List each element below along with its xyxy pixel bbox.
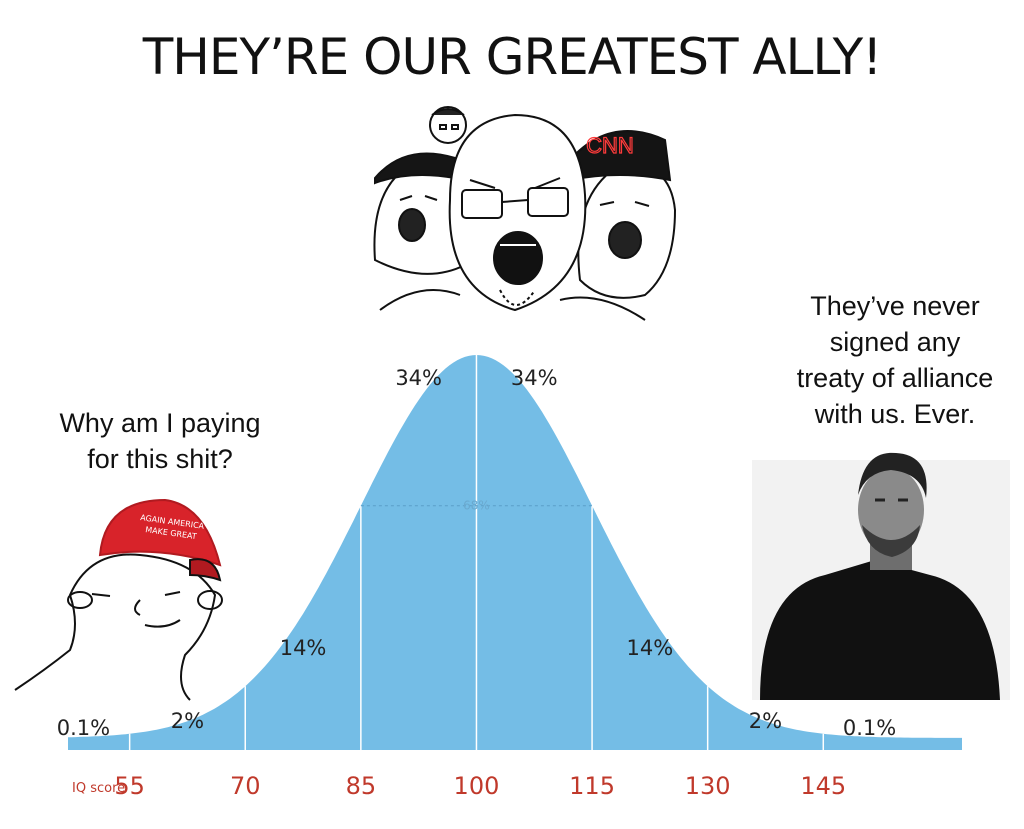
left-caption: Why am I paying for this shit? bbox=[30, 405, 290, 477]
cnn-logo-text: CNN bbox=[586, 133, 634, 158]
center-band-label: 68% bbox=[463, 499, 490, 513]
label-layer: 68% 0.1% 2% 14% 34% 34% 14% 2% 0.1% 55 70 85 100 115 1… bbox=[57, 366, 896, 800]
left-caption-line: for this shit? bbox=[87, 444, 233, 474]
band-percent-label: 14% bbox=[280, 636, 327, 660]
right-caption: They’ve never signed any treaty of allia… bbox=[770, 288, 1020, 432]
wojak-maga-icon bbox=[14, 498, 223, 701]
left-caption-line: Why am I paying bbox=[59, 408, 261, 438]
right-caption-line: treaty of alliance bbox=[796, 363, 994, 393]
band-percent-label: 14% bbox=[627, 636, 674, 660]
chad-photo-icon bbox=[752, 452, 1010, 700]
band-percent-label: 0.1% bbox=[843, 716, 896, 740]
band-percent-label: 0.1% bbox=[57, 716, 110, 740]
x-tick-label: 55 bbox=[114, 772, 145, 800]
x-tick-label: 70 bbox=[230, 772, 261, 800]
x-tick-label: 100 bbox=[454, 772, 500, 800]
band-percent-label: 2% bbox=[171, 709, 204, 733]
x-tick-label: 85 bbox=[346, 772, 377, 800]
right-caption-line: They’ve never bbox=[810, 291, 980, 321]
cnn-logo: CNN bbox=[586, 132, 635, 158]
right-caption-line: with us. Ever. bbox=[814, 399, 976, 429]
x-tick-label: 145 bbox=[800, 772, 846, 800]
meme-title: THEY’RE OUR GREATEST ALLY! bbox=[142, 28, 883, 86]
band-percent-label: 34% bbox=[395, 366, 442, 390]
x-tick-label: 115 bbox=[569, 772, 615, 800]
band-percent-label: 2% bbox=[749, 709, 782, 733]
band-percent-label: 34% bbox=[511, 366, 558, 390]
x-axis-label: IQ score bbox=[72, 781, 125, 796]
x-tick-label: 130 bbox=[685, 772, 731, 800]
bell-curve-area bbox=[68, 355, 962, 750]
right-caption-line: signed any bbox=[829, 327, 961, 357]
wojak-crowd-icon bbox=[373, 106, 677, 321]
curve-layer bbox=[68, 355, 962, 750]
